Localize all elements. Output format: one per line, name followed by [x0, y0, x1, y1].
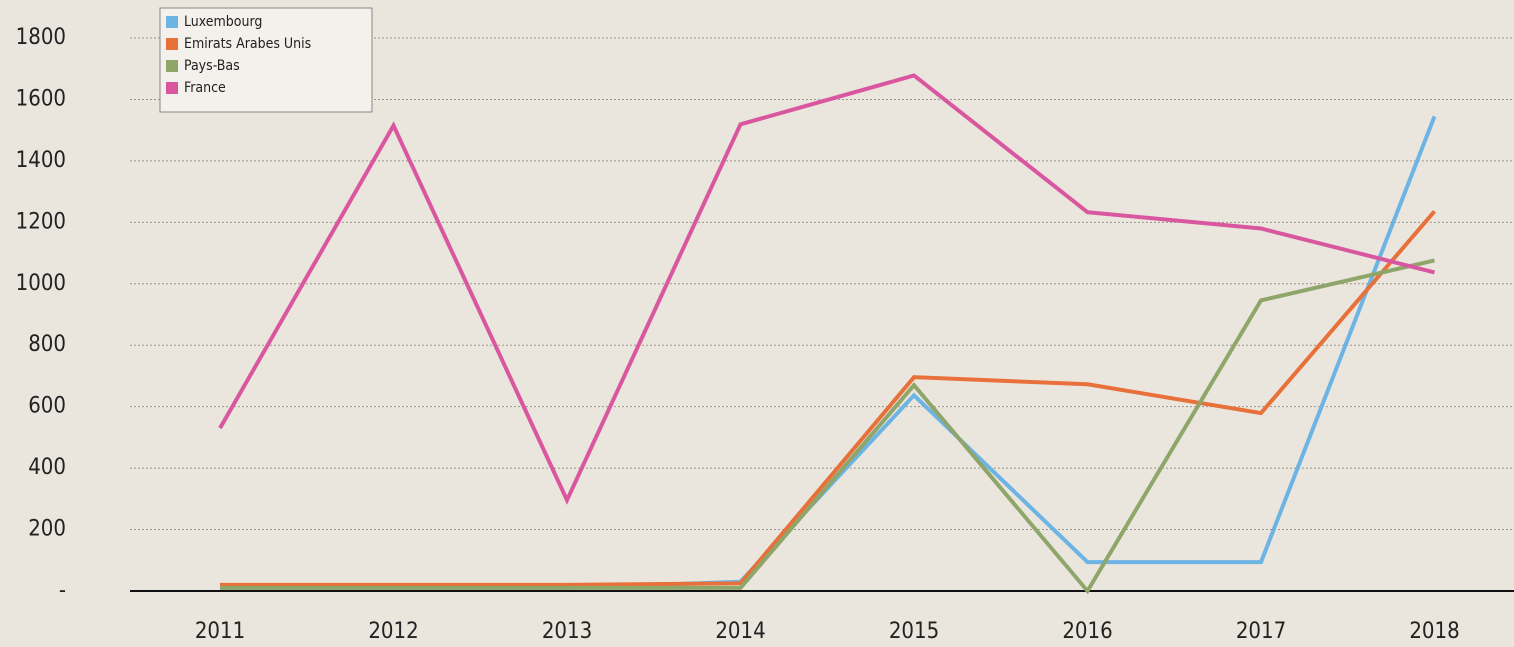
x-tick-label: 2016 [1062, 619, 1112, 644]
legend-swatch [166, 82, 178, 94]
legend-label: Emirats Arabes Unis [184, 36, 311, 52]
y-tick-label: 800 [28, 332, 66, 357]
legend-label: France [184, 80, 226, 96]
y-tick-label: 1600 [16, 86, 66, 111]
series-line [220, 209, 1437, 587]
x-tick-label: 2018 [1409, 619, 1459, 644]
x-tick-label: 2013 [542, 619, 592, 644]
x-tick-label: 2015 [889, 619, 939, 644]
y-tick-label: - [59, 578, 66, 603]
legend-label: Pays-Bas [184, 58, 240, 74]
y-tick-label: 1800 [16, 25, 66, 50]
legend-swatch [166, 38, 178, 50]
legend-swatch [166, 60, 178, 72]
legend-box [159, 7, 373, 113]
series-line [218, 73, 1435, 505]
y-tick-label: 1400 [16, 148, 66, 173]
legend-label: Luxembourg [184, 14, 262, 30]
y-tick-label: 200 [28, 517, 66, 542]
y-tick-label: 400 [28, 455, 66, 480]
series-line [220, 258, 1435, 595]
x-tick-label: 2014 [715, 619, 765, 644]
series-line [220, 115, 1437, 590]
x-tick-label: 2011 [195, 619, 245, 644]
x-tick-label: 2012 [368, 619, 418, 644]
legend-swatch [166, 16, 178, 28]
x-tick-label: 2017 [1236, 619, 1286, 644]
legend: Luxembourg Emirats Arabes Unis Pays-Bas Fra… [159, 7, 373, 113]
y-tick-label: 1200 [16, 209, 66, 234]
y-tick-label: 600 [28, 394, 66, 419]
y-tick-label: 1000 [16, 271, 66, 296]
